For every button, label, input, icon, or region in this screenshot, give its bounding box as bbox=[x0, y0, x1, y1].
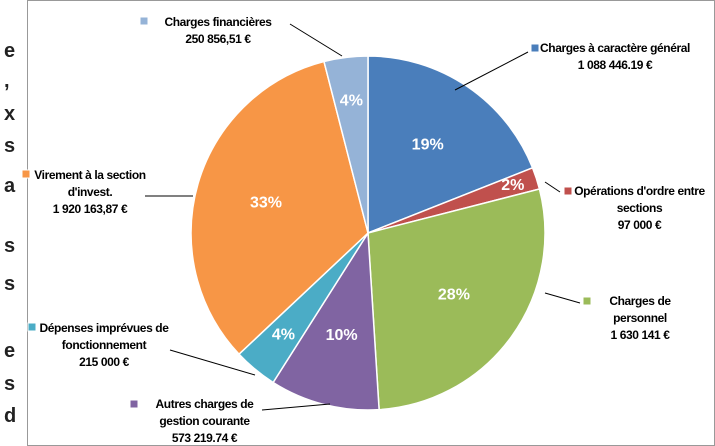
legend-swatch bbox=[21, 169, 31, 179]
legend-swatch bbox=[582, 296, 592, 306]
value-label: 4% bbox=[272, 327, 295, 344]
category-name: Autres charges de gestion courante bbox=[155, 397, 254, 428]
leader-line bbox=[261, 403, 331, 411]
side-text: s bbox=[4, 135, 16, 157]
amount-label: 1 630 141 € bbox=[610, 328, 670, 342]
value-label: 10% bbox=[326, 327, 358, 344]
slice-label: Dépenses imprévues de fonctionnement 215 … bbox=[34, 320, 174, 371]
slice-label: Charges financières 250 856,51 € bbox=[148, 14, 288, 48]
amount-label: 250 856,51 € bbox=[185, 32, 251, 46]
legend-swatch bbox=[27, 322, 37, 332]
amount-label: 573 219.74 € bbox=[171, 431, 238, 445]
side-text: d bbox=[4, 405, 17, 427]
category-name: Opérations d'ordre entre sections bbox=[574, 184, 705, 215]
legend-swatch bbox=[139, 16, 149, 26]
side-text: x bbox=[4, 103, 16, 125]
pie-slice bbox=[367, 55, 534, 235]
slice-label: Charges de personnel 1 630 141 € bbox=[590, 293, 690, 344]
side-text: , bbox=[4, 70, 10, 92]
amount-label: 97 000 € bbox=[617, 218, 662, 232]
side-text: e bbox=[4, 40, 16, 62]
category-name: Virement à la section d'invest. bbox=[34, 168, 146, 199]
side-text: s bbox=[4, 235, 16, 257]
value-label: 2% bbox=[501, 177, 524, 194]
slice-label: Virement à la section d'invest. 1 920 163… bbox=[30, 167, 150, 218]
category-name: Charges financières bbox=[164, 15, 272, 29]
side-text: s bbox=[4, 373, 16, 395]
legend-swatch bbox=[563, 186, 573, 196]
amount-label: 215 000 € bbox=[79, 355, 129, 369]
value-label: 28% bbox=[438, 287, 470, 304]
category-name: Dépenses imprévues de fonctionnement bbox=[39, 321, 169, 352]
leader-line bbox=[169, 349, 256, 376]
category-name: Charges à caractère général bbox=[540, 41, 690, 55]
value-label: 19% bbox=[412, 136, 444, 153]
side-text: s bbox=[4, 273, 16, 295]
slice-label: Autres charges de gestion courante 573 21… bbox=[137, 396, 272, 446]
amount-label: 1 088 446.19 € bbox=[577, 58, 653, 72]
amount-label: 1 920 163,87 € bbox=[52, 202, 128, 216]
slice-label: Charges à caractère général 1 088 446.19 … bbox=[540, 40, 690, 74]
leader-line bbox=[544, 292, 581, 304]
slice-label: Opérations d'ordre entre sections 97 000 … bbox=[572, 183, 707, 234]
pie-slice bbox=[323, 55, 369, 234]
value-label: 4% bbox=[340, 93, 363, 110]
leader-line bbox=[289, 23, 343, 57]
pie-slice bbox=[190, 60, 369, 356]
pie-slice bbox=[367, 188, 546, 411]
category-name: Charges de personnel bbox=[609, 294, 671, 325]
legend-swatch bbox=[530, 43, 540, 53]
leader-line bbox=[544, 181, 561, 193]
value-label: 33% bbox=[250, 195, 282, 212]
leader-line bbox=[454, 51, 529, 91]
side-text: e bbox=[4, 340, 16, 362]
side-text: a bbox=[4, 175, 16, 197]
legend-swatch bbox=[129, 399, 139, 409]
